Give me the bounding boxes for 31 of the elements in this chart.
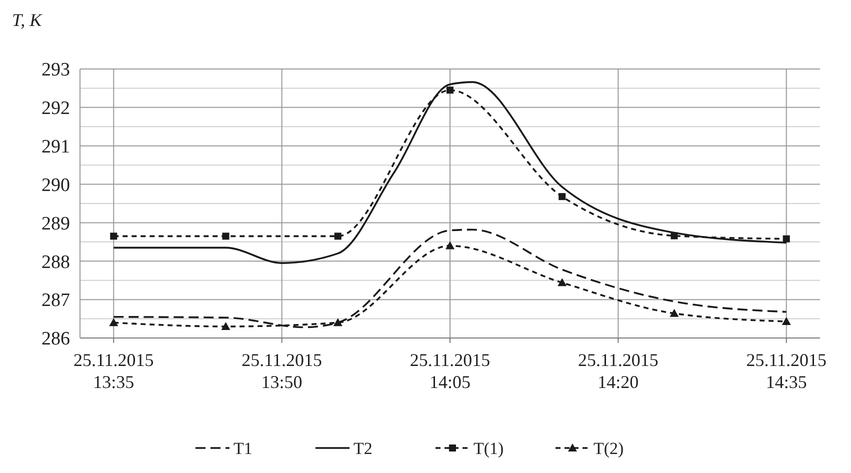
y-tick-label: 291: [42, 136, 70, 158]
y-tick-label: 288: [42, 252, 70, 273]
y-axis-title: T, K: [12, 10, 43, 30]
point: [446, 241, 454, 250]
point: [558, 278, 567, 286]
x-tick-label: 25.11.2015 14:05: [410, 350, 490, 392]
point: [782, 235, 790, 242]
y-tick-label: 287: [42, 290, 70, 312]
point: [670, 308, 679, 317]
legend-label: T(2): [594, 439, 624, 458]
y-tick-label: 292: [42, 98, 70, 120]
point: [558, 193, 566, 200]
x-tick-label: 25.11.2015 13:50: [242, 350, 322, 392]
x-tick-label: 25.11.2015 14:35: [746, 350, 827, 392]
legend-label: T(1): [474, 439, 504, 458]
legend-label: T2: [354, 439, 372, 458]
point: [334, 232, 342, 240]
point: [110, 232, 118, 240]
point: [221, 322, 230, 330]
x-tick-label: 25.11.2015 14:20: [578, 350, 658, 392]
point: [446, 86, 454, 94]
point: [670, 232, 678, 240]
point: [222, 232, 230, 240]
point: [109, 318, 118, 326]
x-tick-label: 25.11.2015 13:35: [73, 350, 154, 392]
y-tick-label: 290: [42, 174, 70, 196]
point: [782, 316, 791, 325]
y-tick-label: 289: [42, 213, 70, 234]
y-tick-label: 293: [42, 60, 70, 81]
legend-label: T1: [234, 439, 252, 458]
y-tick-label: 286: [42, 328, 70, 350]
